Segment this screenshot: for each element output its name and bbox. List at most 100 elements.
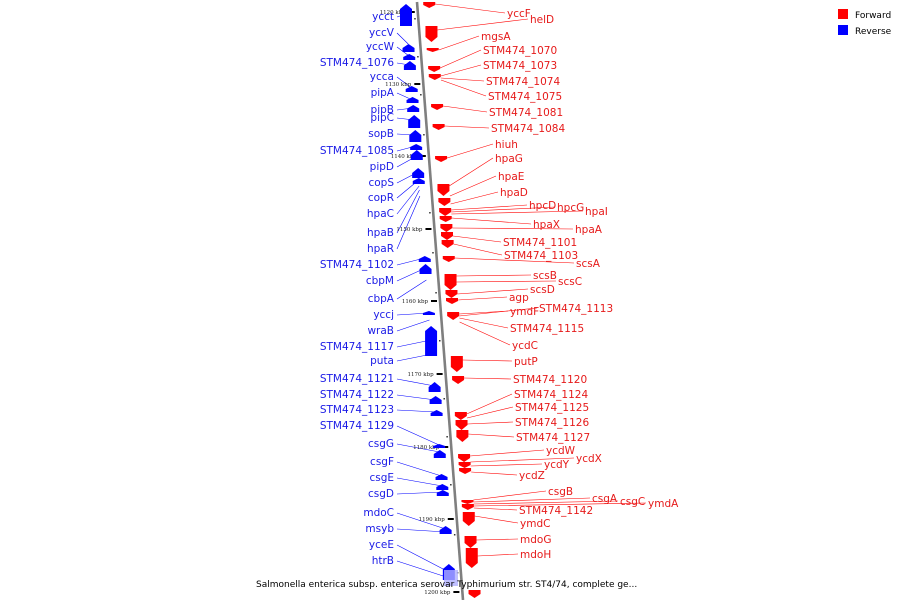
forward-connector <box>467 421 514 425</box>
gene-glyph <box>435 156 448 162</box>
reverse-gene-label: csgG <box>368 438 394 450</box>
reverse-gene-label: ycca <box>370 71 394 83</box>
kbp-tick-mark <box>453 591 460 593</box>
reverse-connector <box>396 461 442 477</box>
forward-gene-label: STM474_1124 <box>514 389 588 401</box>
forward-gene-label: hpaG <box>495 153 523 165</box>
gene-glyph <box>462 512 475 526</box>
forward-connector <box>451 206 556 213</box>
reverse-gene-label: yceE <box>369 539 394 551</box>
gene-glyph <box>464 536 477 548</box>
gene-glyph <box>419 264 432 274</box>
forward-gene-label: csgC <box>620 496 645 508</box>
gene-glyph <box>461 504 474 510</box>
reverse-gene-label: pipB <box>371 104 394 116</box>
forward-connector <box>456 274 532 277</box>
reverse-gene-label: hpaR <box>367 243 394 255</box>
gene-glyph <box>435 474 448 480</box>
forward-connector <box>440 77 485 82</box>
gene-glyph <box>431 104 444 110</box>
forward-gene-label: STM474_1126 <box>515 417 589 429</box>
reverse-gene-label: STM474_1117 <box>320 341 394 353</box>
forward-gene-label: hpaA <box>575 224 603 236</box>
reverse-connector <box>396 195 421 250</box>
reverse-gene-label: sopB <box>368 128 394 140</box>
reverse-gene-label: msyb <box>365 523 394 535</box>
forward-connector <box>439 49 482 69</box>
forward-gene-label: hpcD <box>529 200 556 212</box>
forward-gene-label: STM474_1101 <box>503 237 577 249</box>
kbp-tick-label: 1160 kbp <box>402 299 429 305</box>
position-marker <box>423 134 425 136</box>
reverse-gene-label: STM474_1102 <box>320 259 394 271</box>
forward-connector <box>450 191 499 205</box>
reverse-connector <box>396 185 420 215</box>
gene-glyph <box>432 124 445 130</box>
forward-gene-label: STM474_1142 <box>519 505 593 517</box>
reverse-connector <box>396 512 446 530</box>
gene-glyph <box>409 130 422 142</box>
reverse-connector <box>396 76 412 89</box>
forward-connector <box>454 257 575 264</box>
reverse-gene-label: csgE <box>369 472 394 484</box>
forward-connector <box>463 377 512 380</box>
position-marker <box>417 56 419 58</box>
gene-glyph <box>400 4 412 26</box>
forward-connector <box>451 217 532 225</box>
forward-connector <box>471 471 518 476</box>
gene-glyph <box>408 115 421 128</box>
forward-gene-label: STM474_1125 <box>515 402 589 414</box>
kbp-tick-label: 1150 kbp <box>396 227 423 233</box>
gene-glyph <box>433 450 446 458</box>
reverse-gene-label: copR <box>368 192 394 204</box>
forward-connector <box>459 307 538 317</box>
forward-gene-label: ycdX <box>576 453 602 465</box>
gene-glyph <box>428 382 441 392</box>
reverse-gene-label: pipD <box>370 161 394 173</box>
kbp-ticks: 1120 kbp 1130 kbp 1140 kbp 1150 kbp 1160 kbp… <box>380 10 460 596</box>
forward-gene-label: STM474_1113 <box>539 303 613 315</box>
gene-glyph <box>412 178 425 184</box>
gene-glyph <box>458 454 471 462</box>
forward-gene-label: STM474_1073 <box>483 60 557 72</box>
gene-glyph <box>418 256 431 262</box>
reverse-gene-label: pipA <box>371 87 395 99</box>
gene-glyph <box>441 232 453 240</box>
gene-glyph <box>446 298 458 304</box>
forward-connector <box>477 553 519 557</box>
gene-glyph <box>454 412 467 420</box>
reverse-gene-label: cbpA <box>368 293 395 305</box>
forward-connector <box>453 243 503 256</box>
legend-forward-label: Forward <box>855 11 891 21</box>
forward-connector <box>456 280 557 283</box>
reverse-connector <box>396 189 420 234</box>
reverse-gene-label: csgD <box>368 488 394 500</box>
reverse-gene-label: yccV <box>369 27 395 39</box>
forward-connector <box>469 449 545 457</box>
forward-connector <box>466 393 513 415</box>
forward-gene-label: yccF <box>507 8 531 20</box>
forward-gene-label: ycdZ <box>519 470 545 482</box>
gene-glyph <box>459 468 472 474</box>
reverse-gene-label: puta <box>370 355 394 367</box>
reverse-connector <box>396 32 409 45</box>
forward-gene-label: ycdC <box>512 340 538 352</box>
gene-glyph <box>403 54 416 60</box>
forward-connector <box>438 35 480 51</box>
forward-gene-label: STM474_1084 <box>491 123 565 135</box>
kbp-tick-mark <box>436 373 443 375</box>
gene-glyph-faded <box>444 570 458 586</box>
forward-connector <box>457 288 529 295</box>
gene-glyph <box>445 290 458 298</box>
kbp-tick-mark <box>442 446 449 448</box>
reverse-connector <box>396 544 449 573</box>
forward-connector <box>476 538 519 541</box>
forward-gene-label: hpcG <box>557 202 584 214</box>
gene-glyph <box>440 224 453 232</box>
forward-connector <box>457 296 508 301</box>
forward-gene-label: ymdF <box>510 306 539 318</box>
forward-gene-label: STM474_1074 <box>486 76 560 88</box>
gene-glyph <box>439 526 452 534</box>
